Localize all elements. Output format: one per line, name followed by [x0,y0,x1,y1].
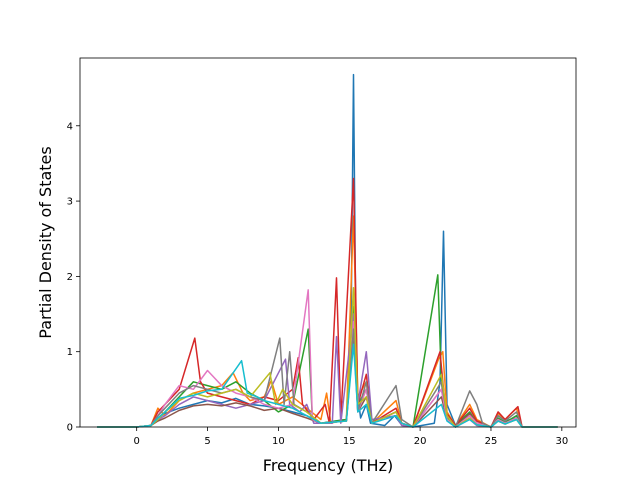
x-tick-label: 25 [485,436,498,447]
pdos-series-4 [97,177,558,428]
y-tick-label: 0 [67,423,73,434]
series-layer [97,73,558,428]
x-tick-label: 10 [272,436,285,447]
x-tick-label: 15 [343,436,356,447]
y-tick-label: 2 [67,272,73,283]
y-axis-label: Partial Density of States [36,146,55,338]
tick-layer: 0 5 10 15 20 25 30 0 1 2 3 4 [67,121,569,447]
y-tick-label: 4 [67,121,73,132]
x-tick-label: 30 [555,436,568,447]
y-tick-label: 1 [67,347,73,358]
plot-frame [79,57,577,428]
pdos-series-10 [97,343,558,428]
x-tick-label: 5 [204,436,210,447]
y-tick-label: 3 [67,197,73,208]
x-tick-label: 20 [414,436,427,447]
x-axis-label: Frequency (THz) [263,456,393,475]
x-tick-label: 0 [133,436,139,447]
